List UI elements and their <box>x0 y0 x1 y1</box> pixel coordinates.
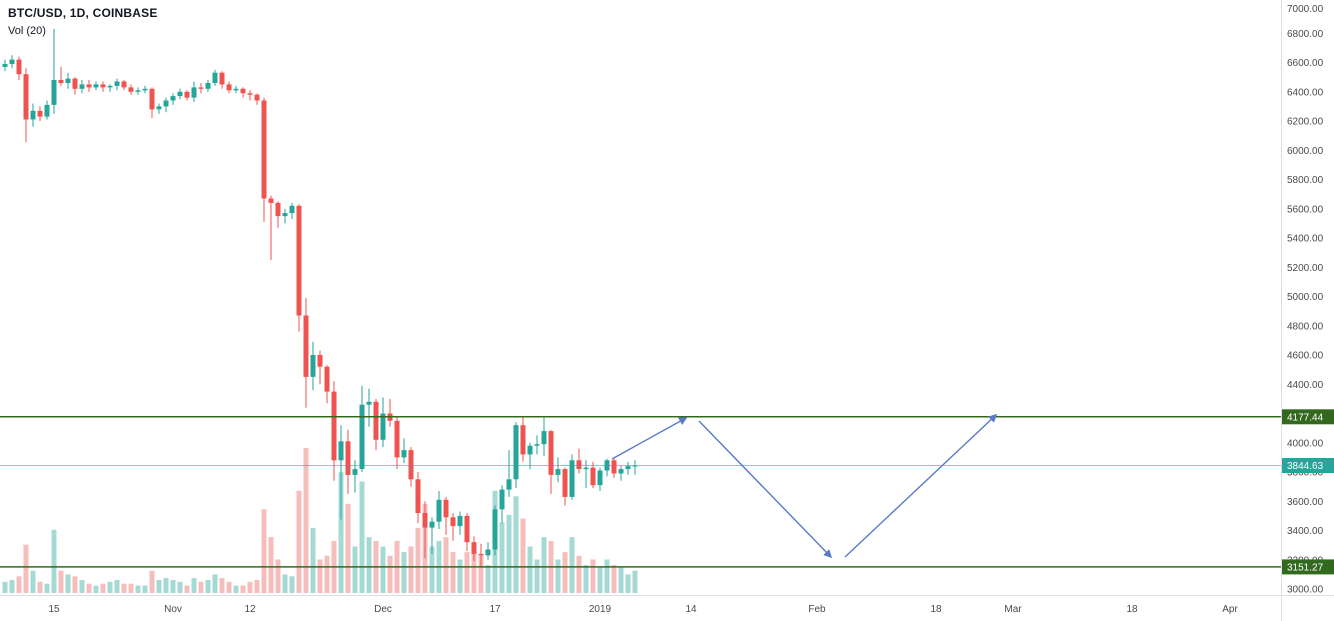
resistance-price-label: 4177.44 <box>1282 409 1334 425</box>
support-price-label: 3151.27 <box>1282 559 1334 575</box>
svg-text:4600.00: 4600.00 <box>1287 351 1324 362</box>
svg-text:15: 15 <box>48 604 60 615</box>
svg-text:3151.27: 3151.27 <box>1287 562 1324 573</box>
svg-text:Nov: Nov <box>164 604 182 615</box>
svg-text:5200.00: 5200.00 <box>1287 263 1324 274</box>
svg-text:2019: 2019 <box>589 604 612 615</box>
time-axis[interactable]: 15 Nov 12 Dec 17 2019 14 Feb 18 Mar 18 Apr <box>48 604 1238 615</box>
svg-text:3400.00: 3400.00 <box>1287 526 1324 537</box>
arrow-drawing <box>844 413 998 558</box>
volume-series <box>2 448 638 593</box>
svg-text:6200.00: 6200.00 <box>1287 117 1324 128</box>
svg-text:14: 14 <box>685 604 697 615</box>
svg-text:4400.00: 4400.00 <box>1287 380 1324 391</box>
svg-text:18: 18 <box>1126 604 1138 615</box>
svg-text:5600.00: 5600.00 <box>1287 204 1324 215</box>
last-price-label: 3844.63 <box>1282 458 1334 473</box>
svg-text:6800.00: 6800.00 <box>1287 29 1324 40</box>
svg-text:17: 17 <box>489 604 501 615</box>
svg-text:Apr: Apr <box>1222 604 1238 615</box>
svg-text:3000.00: 3000.00 <box>1287 585 1324 596</box>
svg-text:4177.44: 4177.44 <box>1287 412 1324 423</box>
svg-text:6400.00: 6400.00 <box>1287 87 1324 98</box>
svg-text:5000.00: 5000.00 <box>1287 292 1324 303</box>
svg-text:7000.00: 7000.00 <box>1287 4 1324 15</box>
svg-text:18: 18 <box>930 604 942 615</box>
svg-text:6000.00: 6000.00 <box>1287 146 1324 157</box>
trend-arrows[interactable] <box>611 413 998 559</box>
svg-text:3600.00: 3600.00 <box>1287 497 1324 508</box>
svg-text:3844.63: 3844.63 <box>1287 461 1324 472</box>
svg-text:5400.00: 5400.00 <box>1287 234 1324 245</box>
svg-text:12: 12 <box>244 604 256 615</box>
arrow-drawing <box>698 420 833 559</box>
svg-text:4800.00: 4800.00 <box>1287 321 1324 332</box>
svg-text:6600.00: 6600.00 <box>1287 58 1324 69</box>
price-axis[interactable]: 7000.00 6800.00 6600.00 6400.00 6200.00 6000.… <box>1287 4 1324 596</box>
svg-text:4000.00: 4000.00 <box>1287 438 1324 449</box>
svg-text:Mar: Mar <box>1004 604 1022 615</box>
arrow-drawing <box>611 417 688 460</box>
candle-series <box>2 28 638 567</box>
svg-text:Dec: Dec <box>374 604 392 615</box>
horizontal-levels[interactable] <box>0 416 1281 568</box>
svg-text:5800.00: 5800.00 <box>1287 175 1324 186</box>
svg-text:Feb: Feb <box>808 604 826 615</box>
